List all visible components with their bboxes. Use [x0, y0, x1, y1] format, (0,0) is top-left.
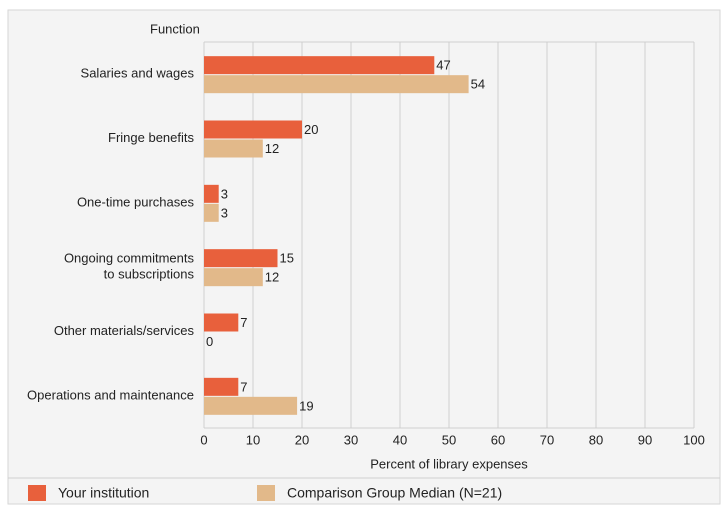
value-label: 7 [240, 379, 247, 394]
x-tick-label: 30 [344, 432, 358, 447]
y-tick-label: to subscriptions [104, 267, 195, 282]
value-label: 3 [221, 186, 228, 201]
x-axis-title: Percent of library expenses [370, 456, 528, 471]
bar [204, 184, 219, 203]
y-tick-label: Operations and maintenance [27, 387, 194, 402]
x-tick-label: 20 [295, 432, 309, 447]
bar [204, 396, 298, 415]
y-tick-label: Ongoing commitments [64, 251, 195, 266]
x-tick-label: 0 [200, 432, 207, 447]
value-label: 54 [471, 77, 485, 92]
x-tick-label: 50 [442, 432, 456, 447]
y-axis-title: Function [150, 21, 200, 36]
legend-label: Your institution [58, 485, 149, 501]
value-label: 47 [436, 58, 450, 73]
value-label: 3 [221, 205, 228, 220]
y-tick-label: Other materials/services [54, 323, 195, 338]
bar [204, 203, 219, 222]
x-tick-label: 40 [393, 432, 407, 447]
bar [204, 139, 263, 158]
value-label: 19 [299, 398, 313, 413]
bar [204, 249, 278, 268]
x-tick-label: 70 [540, 432, 554, 447]
y-tick-label: One-time purchases [77, 194, 195, 209]
bar [204, 75, 469, 94]
legend-swatch [28, 485, 46, 501]
value-label: 12 [265, 141, 279, 156]
bar [204, 377, 239, 396]
bar [204, 56, 435, 75]
bar [204, 313, 239, 332]
value-label: 0 [206, 334, 213, 349]
x-tick-label: 90 [638, 432, 652, 447]
value-label: 15 [280, 251, 294, 266]
bar [204, 120, 302, 139]
value-label: 20 [304, 122, 318, 137]
legend-label: Comparison Group Median (N=21) [287, 485, 502, 501]
y-tick-label: Salaries and wages [81, 66, 195, 81]
x-tick-label: 80 [589, 432, 603, 447]
bar [204, 268, 263, 287]
legend: Your institution Comparison Group Median … [28, 485, 502, 501]
y-tick-label: Fringe benefits [108, 130, 194, 145]
x-tick-label: 60 [491, 432, 505, 447]
x-tick-label: 10 [246, 432, 260, 447]
value-label: 12 [265, 270, 279, 285]
legend-swatch [257, 485, 275, 501]
x-tick-label: 100 [683, 432, 705, 447]
value-label: 7 [240, 315, 247, 330]
